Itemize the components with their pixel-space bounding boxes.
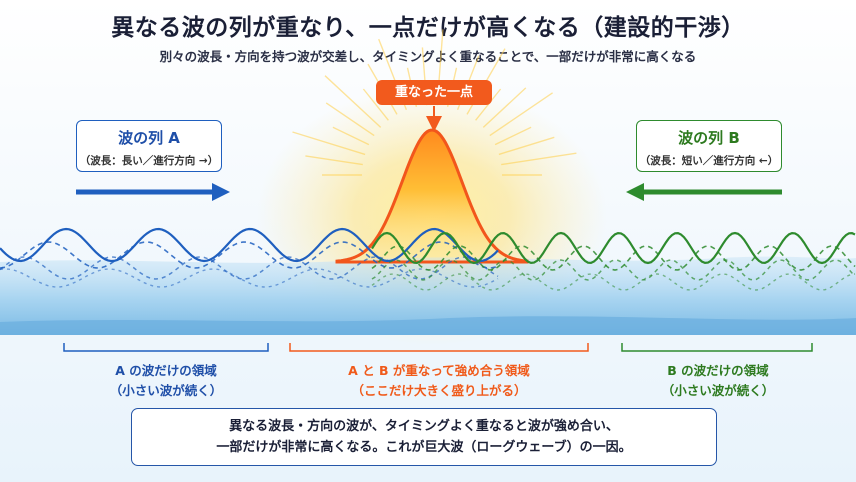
- wave-train-b: [371, 231, 856, 291]
- summary-box: 異なる波長・方向の波が、タイミングよく重なると波が強め合い、 一部だけが非常に高…: [131, 408, 717, 466]
- arrow-left-icon: [626, 183, 782, 201]
- glow-ray: [475, 88, 502, 121]
- wave-b-name: 波の列 B: [678, 129, 740, 147]
- region-b-line2: （小さい波が続く）: [661, 383, 775, 398]
- glow-ray: [362, 88, 389, 121]
- bracket-region-mid: [289, 343, 589, 352]
- arrow-right-icon: [76, 183, 230, 201]
- region-mid-line2: （ここだけ大きく盛り上がる）: [351, 383, 527, 398]
- wave-b-line: [371, 273, 856, 291]
- wave-b-line: [371, 245, 856, 271]
- wave-a-line: [0, 227, 499, 263]
- glow-ray: [332, 126, 370, 146]
- bracket-region-b: [621, 343, 813, 352]
- wave-a-detail: （波長：長い／進行方向 →）: [79, 155, 219, 167]
- wave-a-line: [0, 241, 499, 269]
- glow-ray: [494, 126, 532, 146]
- wave-b-label-box: 波の列 B （波長：短い／進行方向 ←）: [636, 120, 782, 172]
- glow-ray: [324, 75, 382, 128]
- glow-ray: [501, 152, 577, 166]
- wave-a-label-box: 波の列 A （波長：長い／進行方向 →）: [76, 120, 222, 172]
- wave-b-line: [371, 259, 856, 281]
- water-depth: [0, 316, 856, 335]
- bracket-region-a: [63, 343, 269, 352]
- glow-ray: [482, 87, 527, 128]
- wave-train-a: [0, 227, 499, 288]
- region-a-line1: A の波だけの領域: [115, 363, 217, 378]
- region-a-line2: （小さい波が続く）: [109, 383, 223, 398]
- wave-a-name: 波の列 A: [118, 129, 180, 147]
- wave-a-line: [0, 268, 499, 288]
- glow-ray: [305, 155, 363, 166]
- glow-ray: [325, 102, 375, 137]
- water-surface: [0, 256, 856, 335]
- region-mid-label: A と B が重なって強め合う領域 （ここだけ大きく盛り上がる）: [286, 361, 592, 401]
- region-a-label: A の波だけの領域 （小さい波が続く）: [52, 361, 280, 401]
- glow-ray: [292, 131, 366, 156]
- wave-b-detail: （波長：短い／進行方向 ←）: [639, 155, 779, 167]
- summary-line1: 異なる波長・方向の波が、タイミングよく重なると波が強め合い、: [229, 419, 619, 434]
- wave-a-line: [0, 256, 499, 280]
- page-title: 異なる波の列が重なり、一点だけが高くなる（建設的干渉）: [111, 15, 745, 41]
- wave-b-line: [371, 231, 856, 265]
- page-subtitle: 別々の波長・方向を持つ波が交差し、タイミングよく重なることで、一部だけが非常に高…: [159, 49, 697, 64]
- glow-ray: [489, 92, 553, 137]
- region-b-line1: B の波だけの領域: [667, 363, 769, 378]
- region-b-label: B の波だけの領域 （小さい波が続く）: [612, 361, 824, 401]
- region-mid-line1: A と B が重なって強め合う領域: [348, 363, 530, 378]
- glow-ray: [498, 136, 555, 156]
- summary-line2: 一部だけが非常に高くなる。これが巨大波（ローグウェーブ）の一因。: [216, 440, 632, 455]
- peak-label: 重なった一点: [376, 80, 492, 105]
